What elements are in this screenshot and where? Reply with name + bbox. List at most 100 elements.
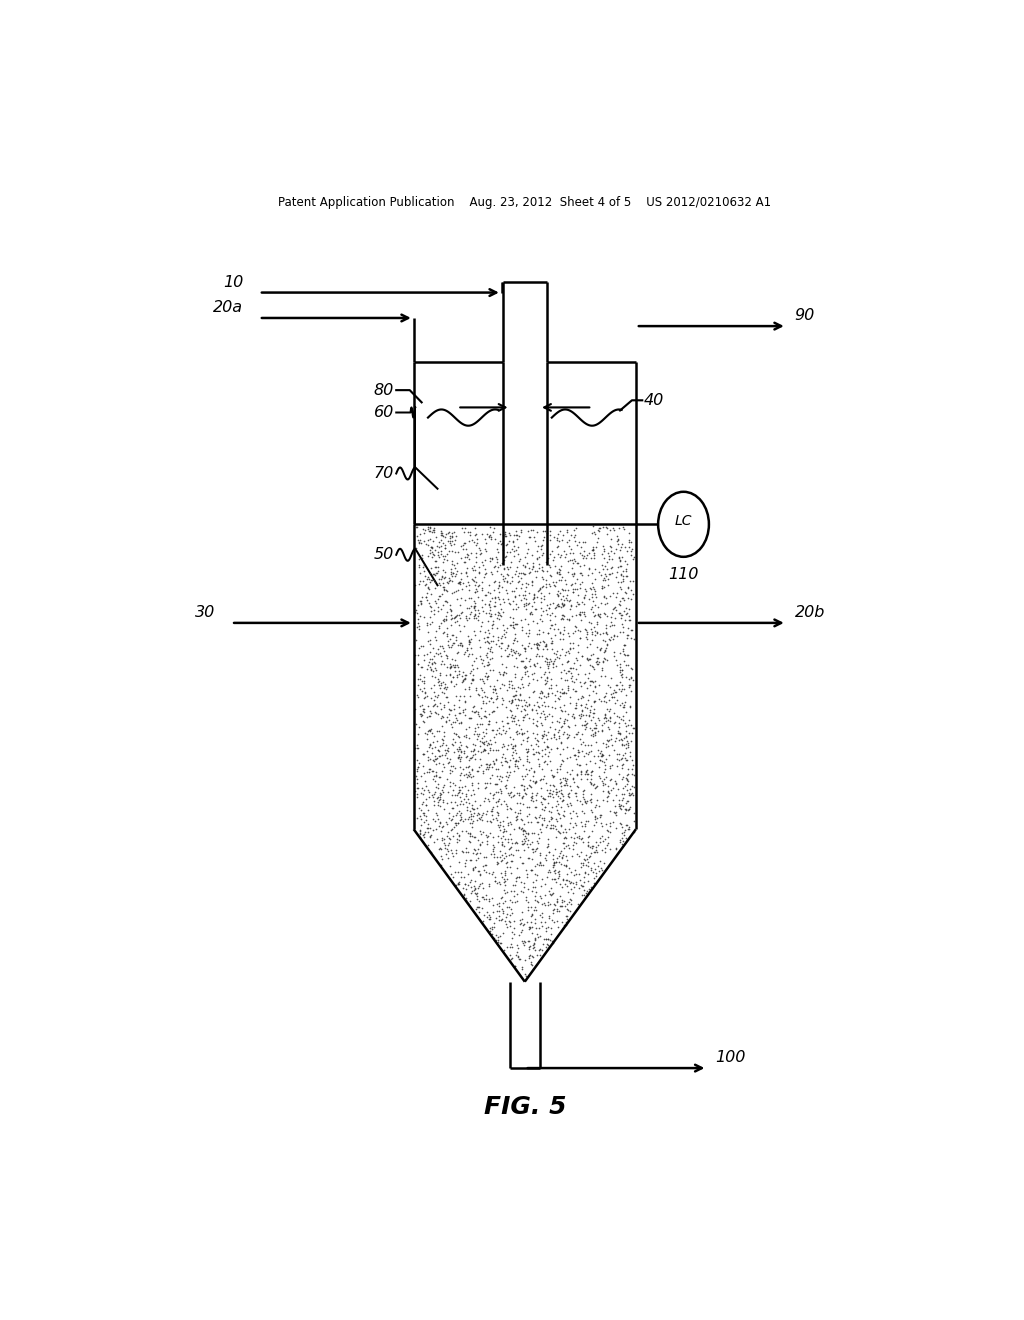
Point (587, 620, 603, 642)
Point (469, 842, 485, 863)
Point (415, 803, 431, 824)
Point (615, 709, 632, 730)
Point (528, 521, 545, 543)
Point (622, 675, 638, 696)
Point (467, 593, 483, 614)
Point (581, 611, 597, 632)
Point (545, 774, 561, 795)
Point (465, 697, 481, 718)
Point (488, 900, 505, 921)
Point (536, 809, 552, 830)
Point (538, 744, 554, 766)
Point (563, 862, 580, 883)
Point (525, 933, 542, 954)
Point (532, 582, 549, 603)
Point (566, 564, 583, 585)
Point (435, 799, 452, 820)
Point (420, 545, 436, 566)
Point (498, 656, 514, 677)
Point (422, 826, 438, 847)
Point (522, 917, 539, 939)
Point (460, 609, 476, 630)
Point (615, 651, 632, 672)
Point (595, 517, 611, 539)
Point (553, 668, 569, 689)
Point (603, 540, 620, 561)
Point (502, 762, 518, 783)
Point (410, 756, 426, 777)
Point (562, 539, 579, 560)
Point (583, 548, 599, 569)
Point (409, 738, 425, 759)
Point (445, 562, 462, 583)
Point (555, 619, 571, 640)
Point (479, 655, 496, 676)
Point (599, 785, 615, 807)
Point (616, 775, 633, 796)
Point (616, 803, 633, 824)
Point (560, 834, 577, 855)
Point (443, 614, 460, 635)
Point (572, 705, 589, 726)
Point (483, 528, 500, 549)
Point (598, 565, 614, 586)
Point (517, 648, 534, 669)
Point (564, 638, 581, 659)
Point (457, 788, 473, 809)
Point (447, 840, 464, 861)
Point (496, 847, 512, 869)
Point (502, 911, 518, 932)
Point (463, 628, 479, 649)
Point (554, 529, 570, 550)
Point (565, 672, 582, 693)
Point (459, 557, 475, 578)
Point (434, 560, 451, 581)
Point (522, 776, 539, 797)
Point (525, 743, 542, 764)
Point (562, 639, 579, 660)
Point (621, 536, 637, 557)
Point (495, 825, 511, 846)
Point (442, 598, 459, 619)
Point (523, 788, 540, 809)
Point (460, 788, 476, 809)
Point (548, 729, 564, 750)
Point (454, 841, 470, 862)
Point (470, 602, 486, 623)
Point (495, 900, 511, 921)
Point (615, 570, 632, 591)
Point (416, 649, 432, 671)
Point (605, 812, 622, 833)
Point (611, 722, 628, 743)
Point (584, 655, 600, 676)
Point (558, 906, 574, 927)
Point (534, 539, 550, 560)
Point (551, 531, 567, 552)
Point (561, 818, 578, 840)
Point (413, 590, 429, 611)
Point (611, 796, 628, 817)
Point (549, 529, 565, 550)
Point (540, 862, 556, 883)
Point (570, 705, 587, 726)
Point (606, 680, 623, 701)
Point (434, 781, 451, 803)
Point (540, 667, 556, 688)
Point (524, 822, 541, 843)
Point (492, 900, 508, 921)
Point (525, 587, 542, 609)
Point (511, 867, 527, 888)
Point (600, 775, 616, 796)
Point (555, 804, 571, 825)
Point (510, 758, 526, 779)
Point (472, 735, 488, 756)
Point (514, 817, 530, 838)
Point (518, 692, 535, 713)
Point (587, 558, 603, 579)
Point (498, 907, 514, 928)
Point (624, 750, 640, 771)
Point (451, 614, 467, 635)
Point (597, 685, 613, 706)
Point (567, 648, 584, 669)
Text: 30: 30 (195, 605, 215, 620)
